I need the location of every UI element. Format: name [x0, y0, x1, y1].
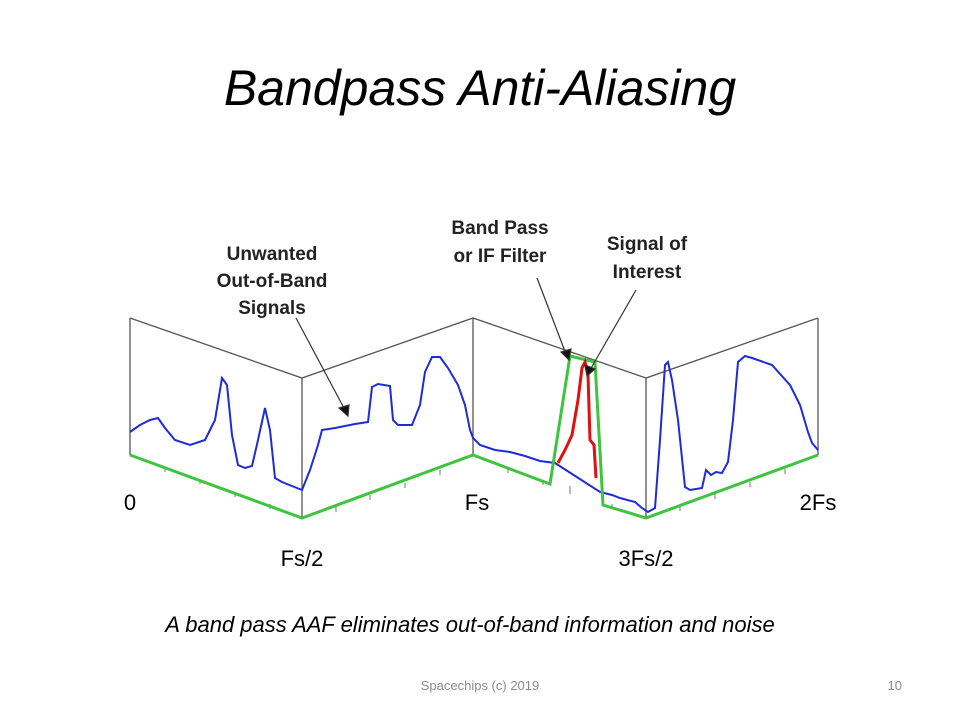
label-bandpass-line1: Band Pass [451, 218, 548, 239]
label-unwanted-line3: Signals [238, 298, 306, 319]
frame-top [129, 317, 819, 379]
slide-title: Bandpass Anti-Aliasing [223, 60, 737, 116]
spectrum-trace [129, 354, 819, 514]
slide-caption: A band pass AAF eliminates out-of-band i… [165, 612, 775, 637]
arrowhead-signal [584, 364, 597, 378]
label-signal-line1: Signal of [607, 234, 688, 255]
arrowhead-bandpass [559, 348, 572, 362]
label-unwanted-line1: Unwanted [227, 244, 318, 265]
signal-of-interest [556, 357, 598, 479]
axis-label-2fs: 2Fs [800, 490, 837, 515]
label-bandpass-line2: or IF Filter [454, 246, 548, 267]
page-number: 10 [887, 678, 902, 693]
pointer-signal [589, 289, 637, 371]
axis-label-0: 0 [124, 490, 136, 515]
arrowhead-unwanted [337, 404, 350, 418]
panel-frame [129, 317, 819, 518]
axis-label-fs-half: Fs/2 [281, 546, 324, 571]
axis-label-fs: Fs [465, 490, 489, 515]
label-signal-line2: Interest [613, 262, 682, 283]
label-unwanted-line2: Out-of-Band [217, 271, 328, 292]
callout-pointers [295, 277, 637, 418]
pointer-unwanted [295, 317, 346, 411]
slide-footer: Spacechips (c) 2019 [420, 678, 540, 693]
axis-label-3fs-half: 3Fs/2 [618, 546, 673, 571]
pointer-bandpass [536, 277, 567, 355]
